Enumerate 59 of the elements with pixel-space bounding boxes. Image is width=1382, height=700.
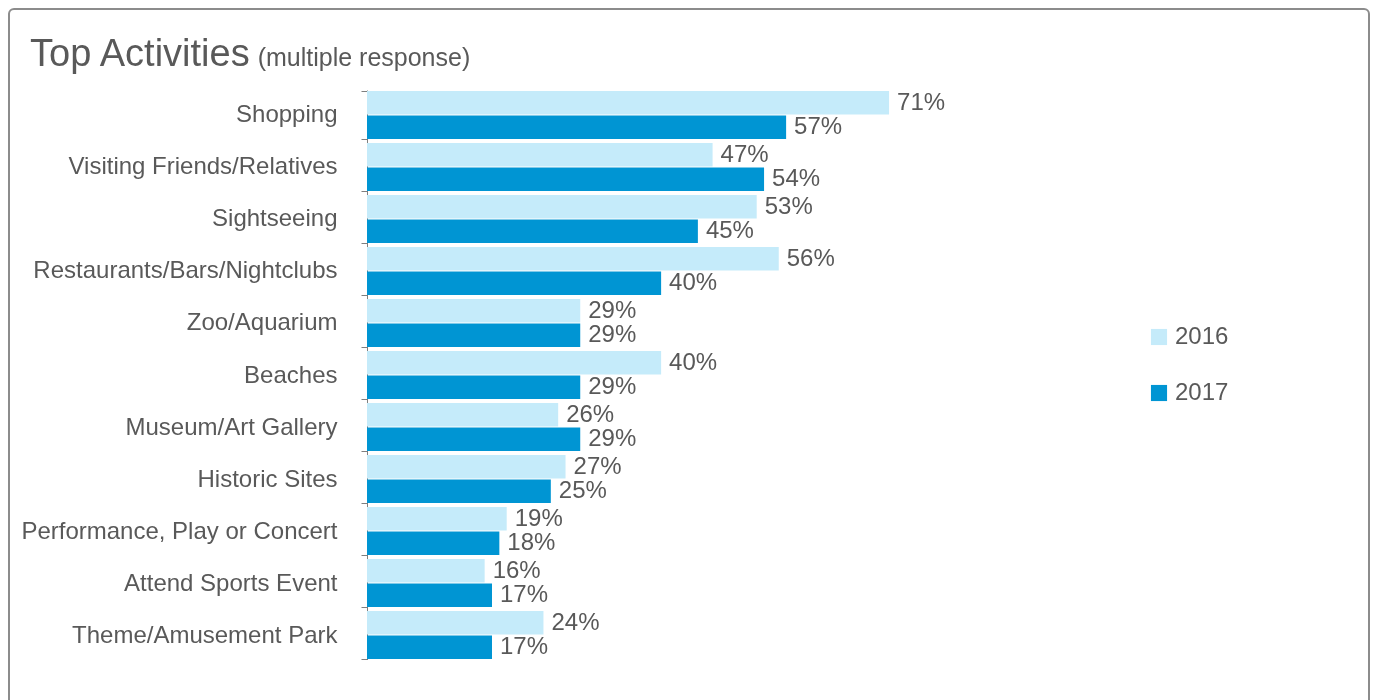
data-label: 26%: [566, 399, 615, 427]
data-label: 27%: [573, 451, 622, 479]
bar: [367, 247, 779, 271]
bar: [367, 507, 507, 531]
y-tick-label: Museum/Art Gallery: [125, 412, 338, 440]
bar: [367, 479, 551, 503]
bar: [367, 115, 787, 139]
bar: [367, 323, 581, 347]
data-label: 40%: [669, 268, 718, 296]
bar: [367, 91, 890, 115]
y-tick-label: Theme/Amusement Park: [72, 620, 339, 648]
data-label: 56%: [786, 243, 835, 271]
y-tick-label: Sightseeing: [212, 204, 338, 232]
data-label: 24%: [551, 607, 600, 635]
data-label: 40%: [669, 347, 718, 375]
data-label: 29%: [588, 424, 637, 452]
y-tick-label: Zoo/Aquarium: [186, 308, 338, 336]
y-tick-label: Beaches: [244, 360, 338, 388]
chart-subtitle: (multiple response): [257, 43, 471, 71]
bar: [367, 219, 698, 243]
data-label: 29%: [588, 372, 637, 400]
bar: [367, 611, 544, 635]
y-tick-label: Visiting Friends/Relatives: [68, 152, 338, 180]
bar: [367, 351, 662, 375]
data-label: 47%: [720, 139, 769, 167]
data-label: 16%: [492, 555, 541, 583]
bar: [367, 403, 559, 427]
legend-label: 2017: [1175, 378, 1229, 405]
bar: [367, 299, 581, 323]
y-tick-label: Restaurants/Bars/Nightclubs: [33, 256, 338, 284]
data-label: 25%: [558, 476, 607, 504]
bar: [367, 143, 713, 167]
y-tick-label: Attend Sports Event: [124, 568, 338, 596]
bar: [367, 271, 662, 295]
bar: [367, 375, 581, 399]
data-label: 53%: [764, 191, 813, 219]
data-label: 71%: [897, 87, 946, 115]
bar: [367, 427, 581, 451]
data-label: 18%: [507, 528, 556, 556]
y-tick-label: Historic Sites: [197, 464, 338, 492]
legend-label: 2016: [1175, 322, 1229, 349]
y-tick-label: Performance, Play or Concert: [21, 516, 338, 544]
y-tick-label: Shopping: [236, 100, 338, 128]
data-label: 29%: [588, 295, 637, 323]
data-label: 54%: [772, 164, 821, 192]
chart-title: Top Activities: [30, 32, 250, 74]
bar: [367, 583, 492, 607]
data-label: 17%: [500, 632, 549, 660]
data-label: 19%: [514, 503, 563, 531]
bar: [367, 531, 500, 555]
bar: [367, 559, 485, 583]
bar: [367, 455, 566, 479]
bar: [367, 635, 492, 659]
data-label: 45%: [705, 216, 754, 244]
data-label: 29%: [588, 320, 637, 348]
data-label: 17%: [500, 580, 549, 608]
data-label: 57%: [794, 112, 843, 140]
bar: [367, 167, 765, 191]
bar: [367, 195, 757, 219]
